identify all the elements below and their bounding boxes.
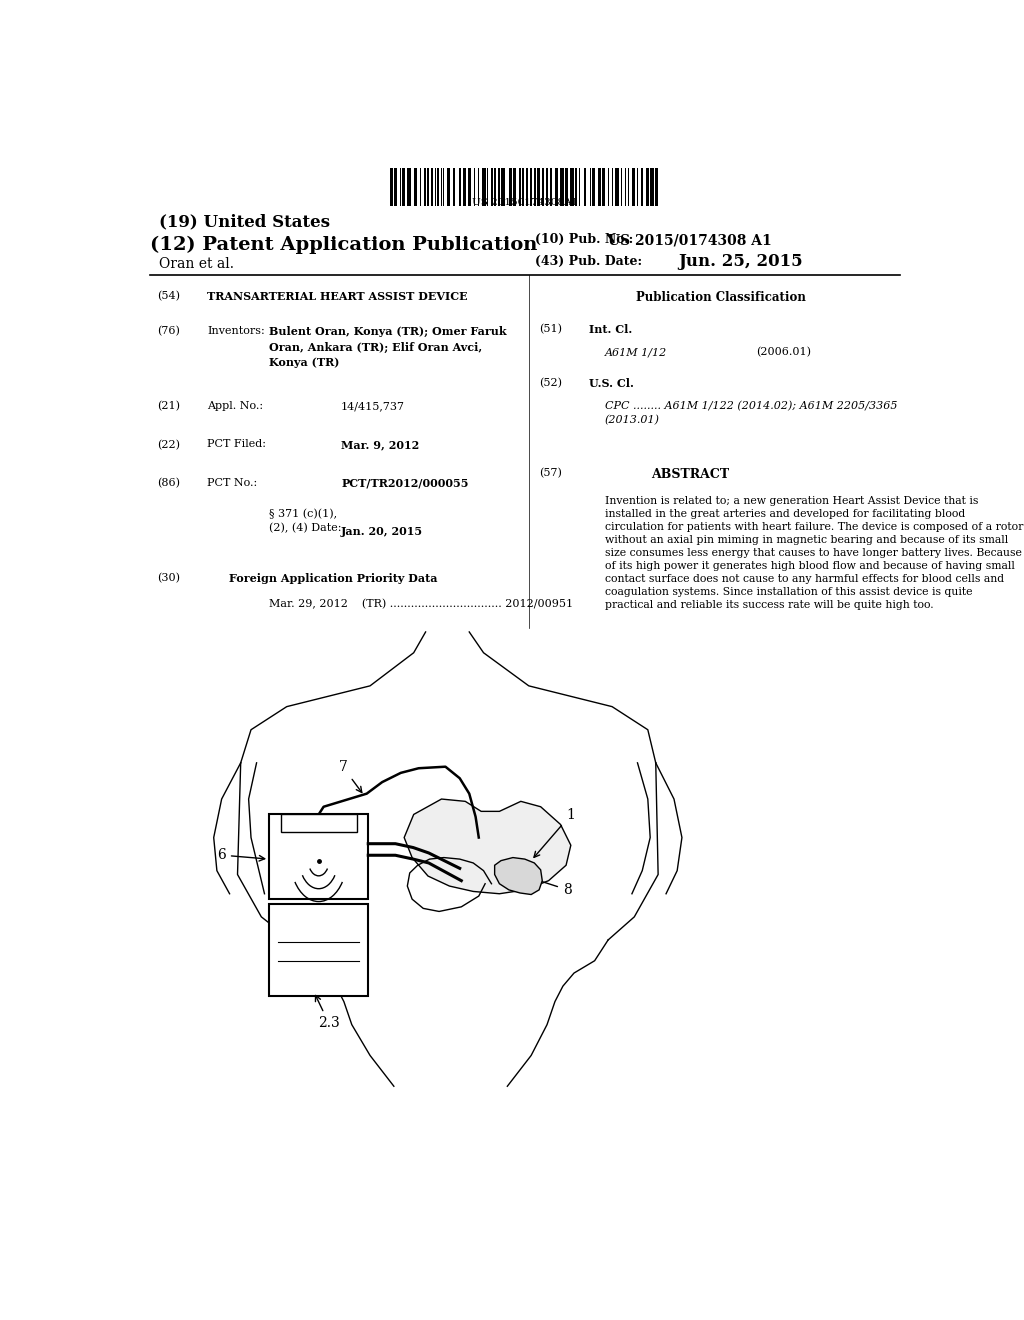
Polygon shape: [404, 799, 570, 894]
Text: (57): (57): [539, 469, 561, 478]
Bar: [269, 904, 369, 997]
Bar: [564, 168, 566, 206]
Bar: [550, 168, 552, 206]
Text: TRANSARTERIAL HEART ASSIST DEVICE: TRANSARTERIAL HEART ASSIST DEVICE: [207, 290, 468, 302]
Text: Oran et al.: Oran et al.: [159, 257, 234, 271]
Text: US 2015/0174308 A1: US 2015/0174308 A1: [608, 234, 772, 247]
Bar: [546, 168, 548, 206]
Text: Bulent Oran, Konya (TR); Omer Faruk
Oran, Ankara (TR); Elif Oran Avci,
Konya (TR: Bulent Oran, Konya (TR); Omer Faruk Oran…: [269, 326, 507, 368]
Bar: [522, 168, 524, 206]
Bar: [654, 168, 657, 206]
Text: 8: 8: [529, 876, 571, 896]
Text: 7: 7: [339, 760, 361, 792]
Bar: [390, 168, 393, 206]
Text: ABSTRACT: ABSTRACT: [651, 469, 729, 480]
Text: Inventors:: Inventors:: [207, 326, 265, 337]
Bar: [530, 168, 532, 206]
Bar: [447, 168, 451, 206]
Bar: [598, 168, 601, 206]
Bar: [570, 168, 573, 206]
Text: PCT/TR2012/000055: PCT/TR2012/000055: [341, 478, 469, 488]
Text: (76): (76): [158, 326, 180, 337]
Text: (19) United States: (19) United States: [159, 214, 330, 231]
Text: (52): (52): [539, 378, 562, 388]
Text: (10) Pub. No.:: (10) Pub. No.:: [535, 234, 633, 246]
Text: A61M 1/12: A61M 1/12: [604, 347, 667, 356]
Text: Mar. 9, 2012: Mar. 9, 2012: [341, 440, 420, 450]
Text: Jan. 20, 2015: Jan. 20, 2015: [341, 527, 423, 537]
Text: (12) Patent Application Publication: (12) Patent Application Publication: [150, 235, 537, 253]
Text: (51): (51): [539, 323, 562, 334]
Text: Foreign Application Priority Data: Foreign Application Priority Data: [228, 573, 437, 583]
Text: Invention is related to; a new generation Heart Assist Device that is installed : Invention is related to; a new generatio…: [604, 496, 1023, 610]
Bar: [535, 168, 536, 206]
Bar: [402, 168, 406, 206]
Bar: [560, 168, 563, 206]
Text: PCT No.:: PCT No.:: [207, 478, 257, 488]
Bar: [482, 168, 485, 206]
Bar: [394, 168, 397, 206]
Text: (86): (86): [158, 478, 180, 488]
Bar: [646, 168, 649, 206]
Bar: [519, 168, 521, 206]
Text: (43) Pub. Date:: (43) Pub. Date:: [535, 255, 642, 268]
Bar: [501, 168, 503, 206]
Bar: [504, 168, 506, 206]
Text: Appl. No.:: Appl. No.:: [207, 401, 263, 411]
Text: U.S. Cl.: U.S. Cl.: [589, 378, 634, 389]
Bar: [281, 814, 356, 832]
Text: (30): (30): [158, 573, 180, 583]
Bar: [574, 168, 577, 206]
Bar: [509, 168, 512, 206]
Text: Publication Classification: Publication Classification: [636, 290, 806, 304]
Text: (21): (21): [158, 401, 180, 412]
Bar: [526, 168, 528, 206]
Bar: [463, 168, 466, 206]
Bar: [650, 168, 653, 206]
Bar: [592, 168, 595, 206]
Bar: [542, 168, 544, 206]
Text: (2006.01): (2006.01): [756, 347, 811, 358]
Bar: [537, 168, 540, 206]
Bar: [459, 168, 461, 206]
Bar: [494, 168, 496, 206]
Text: Jun. 25, 2015: Jun. 25, 2015: [678, 253, 803, 271]
Bar: [414, 168, 417, 206]
Bar: [490, 168, 493, 206]
Text: 6: 6: [217, 849, 265, 862]
Bar: [424, 168, 426, 206]
Text: § 371 (c)(1),
(2), (4) Date:: § 371 (c)(1), (2), (4) Date:: [269, 508, 342, 533]
Bar: [632, 168, 635, 206]
Bar: [269, 814, 369, 899]
Polygon shape: [495, 858, 543, 895]
Bar: [615, 168, 618, 206]
Text: 14/415,737: 14/415,737: [341, 401, 406, 411]
Text: (22): (22): [158, 440, 180, 450]
Bar: [468, 168, 471, 206]
Bar: [408, 168, 411, 206]
Bar: [437, 168, 439, 206]
Bar: [641, 168, 643, 206]
Text: Mar. 29, 2012    (TR) ................................ 2012/00951: Mar. 29, 2012 (TR) .....................…: [269, 599, 573, 610]
Bar: [555, 168, 558, 206]
Text: CPC ........ A61M 1/122 (2014.02); A61M 2205/3365
(2013.01): CPC ........ A61M 1/122 (2014.02); A61M …: [604, 401, 897, 425]
Text: Int. Cl.: Int. Cl.: [589, 323, 633, 335]
Bar: [431, 168, 433, 206]
Bar: [454, 168, 456, 206]
Text: 1: 1: [534, 808, 574, 858]
Text: (54): (54): [158, 290, 180, 301]
Bar: [498, 168, 500, 206]
Text: US 20150174308A1: US 20150174308A1: [472, 198, 578, 207]
Bar: [513, 168, 516, 206]
Text: PCT Filed:: PCT Filed:: [207, 440, 266, 449]
Bar: [602, 168, 605, 206]
Text: 2.3: 2.3: [315, 995, 340, 1030]
Bar: [427, 168, 429, 206]
